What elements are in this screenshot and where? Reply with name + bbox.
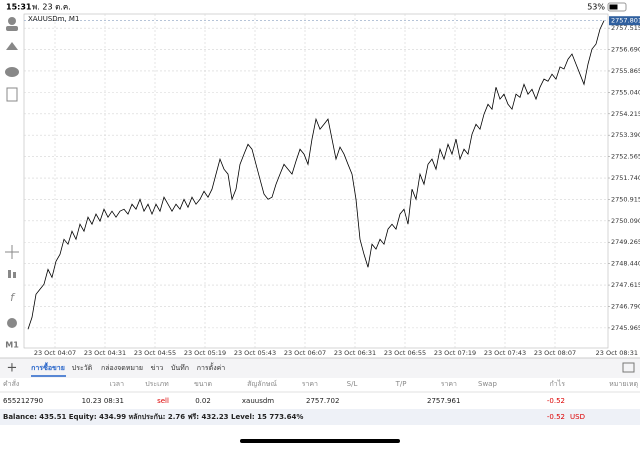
tabs: การซื้อขาย ประวัติ กล่องจดหมาย ข่าว บันทึก กา… [31, 361, 226, 377]
current-price-label: 2757.801 [611, 17, 640, 25]
tab[interactable]: ประวัติ [72, 364, 93, 372]
y-tick-label: 2750.915 [611, 195, 640, 203]
x-tick-label: 23 Oct 05:19 [184, 349, 226, 357]
x-tick-label: 23 Oct 08:31 [596, 349, 638, 357]
table-cell: 0.02 [195, 397, 211, 405]
battery-icon [607, 2, 627, 12]
table-cell: 10.23 08:31 [82, 397, 124, 405]
x-tick-label: 23 Oct 04:31 [84, 349, 126, 357]
battery-fill [609, 4, 618, 10]
column-header: ประเภท [145, 380, 169, 388]
trade-icon[interactable] [6, 42, 18, 50]
chart: 2757.515 2756.690 2755.865 2755.040 2754.215… [24, 14, 640, 357]
table-cell: sell [157, 397, 169, 405]
tab[interactable]: การตั้งค่า [197, 361, 226, 372]
x-tick-label: 23 Oct 04:55 [134, 349, 176, 357]
y-tick-label: 2745.965 [611, 324, 640, 332]
y-tick-label: 2748.440 [611, 260, 640, 268]
x-tick-label: 23 Oct 06:55 [384, 349, 426, 357]
column-header: เวลา [109, 380, 124, 388]
tab[interactable]: การซื้อขาย [31, 361, 65, 372]
y-tick-label: 2754.215 [611, 110, 640, 118]
column-header: T/P [395, 380, 407, 388]
left-toolbar: f [5, 17, 19, 328]
column-header: ราคา [441, 380, 457, 388]
chart-title: XAUUSDm, M1 [28, 15, 79, 23]
x-tick-label: 23 Oct 07:19 [434, 349, 476, 357]
y-tick-label: 2755.865 [611, 67, 640, 75]
balance-row [0, 409, 640, 425]
home-indicator [240, 439, 400, 443]
account-icon-body[interactable] [6, 26, 18, 31]
column-header: ขนาด [194, 380, 212, 388]
objects-icon[interactable] [7, 318, 17, 328]
x-tick-label: 23 Oct 04:07 [34, 349, 76, 357]
timeframe-button[interactable]: M1 [5, 341, 19, 350]
function-icon[interactable]: f [10, 291, 16, 304]
table-cell: 2757.961 [427, 397, 460, 405]
chart-frame [23, 13, 609, 349]
tab[interactable]: ข่าว [151, 364, 164, 372]
total-profit: -0.52 [547, 413, 565, 421]
column-header: ราคา [302, 380, 318, 388]
currency: USD [570, 413, 585, 421]
x-tick-label: 23 Oct 08:07 [534, 349, 576, 357]
tab-bar [0, 358, 640, 378]
y-tick-label: 2749.265 [611, 238, 640, 246]
expand-icon[interactable] [622, 362, 635, 373]
x-tick-label: 23 Oct 05:43 [234, 349, 276, 357]
crosshair-icon[interactable] [5, 245, 19, 259]
y-tick-label: 2747.615 [611, 281, 640, 289]
x-tick-label: 23 Oct 06:07 [284, 349, 326, 357]
indicator-icon[interactable] [8, 270, 11, 278]
battery-level: 53% [587, 3, 605, 12]
y-tick-label: 2757.515 [611, 24, 640, 32]
y-tick-label: 2756.690 [611, 46, 640, 54]
orders-table: คำสั่ง เวลา ประเภท ขนาด สัญลักษณ์ ราคา S/L T/P ร… [0, 379, 640, 405]
y-tick-label: 2746.790 [611, 302, 640, 310]
account-icon[interactable] [8, 17, 16, 25]
balance-text: Balance: 435.51 Equity: 434.99 หลักประกั… [3, 413, 303, 421]
current-price-box [609, 16, 640, 26]
column-header: คำสั่ง [3, 379, 19, 388]
status-date: พ. 23 ต.ค. [32, 3, 71, 12]
y-tick-label: 2755.040 [611, 88, 640, 96]
add-button[interactable]: + [7, 361, 18, 376]
chat-icon[interactable] [5, 67, 19, 77]
y-tick-label: 2751.740 [611, 174, 640, 182]
indicator-icon-b[interactable] [13, 272, 16, 278]
price-line [27, 20, 605, 330]
table-cell: -0.52 [547, 397, 565, 405]
table-cell: 2757.702 [306, 397, 339, 405]
column-header: สัญลักษณ์ [247, 380, 277, 388]
tab[interactable]: กล่องจดหมาย [101, 364, 143, 372]
y-tick-label: 2753.390 [611, 131, 640, 139]
y-tick-label: 2750.090 [611, 217, 640, 225]
column-header: กำไร [550, 379, 566, 388]
table-cell: xauusdm [242, 397, 274, 405]
column-header: Swap [478, 380, 497, 388]
new-order-icon[interactable] [6, 87, 18, 102]
column-header: S/L [347, 380, 358, 388]
column-header: หมายเหตุ [609, 380, 638, 388]
x-tick-label: 23 Oct 06:31 [334, 349, 376, 357]
table-cell: 655212790 [3, 397, 43, 405]
y-tick-label: 2752.565 [611, 153, 640, 161]
tab[interactable]: บันทึก [171, 363, 189, 372]
x-tick-label: 23 Oct 07:43 [484, 349, 526, 357]
status-time: 15:31 [6, 3, 32, 12]
